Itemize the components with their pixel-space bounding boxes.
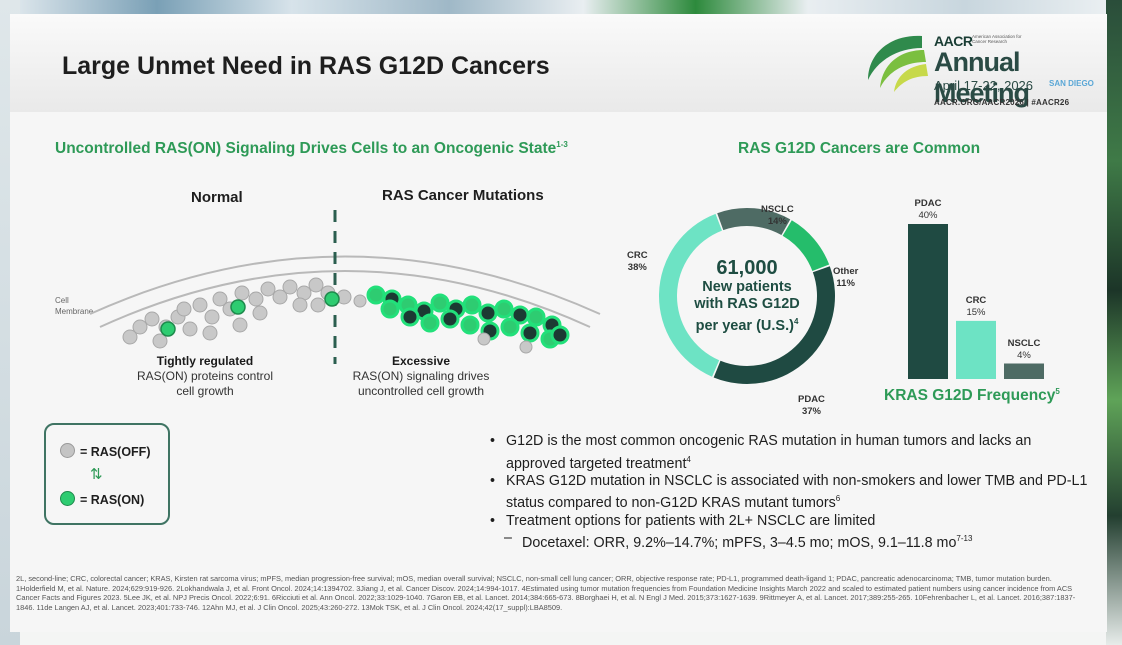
ras-on-protein	[230, 299, 246, 315]
donut-center-text: 61,000 New patients with RAS G12D per ye…	[694, 257, 800, 334]
meeting-city: SAN DIEGO	[1049, 79, 1094, 88]
ras-on-protein	[380, 299, 400, 319]
ras-on-protein	[324, 291, 340, 307]
bullet-item: G12D is the most common oncogenic RAS mu…	[490, 433, 1090, 473]
background-right-edge	[1106, 0, 1122, 645]
left-section-heading: Uncontrolled RAS(ON) Signaling Drives Ce…	[55, 140, 568, 158]
bar-crc	[956, 320, 996, 379]
mutation-label: RAS Cancer Mutations	[382, 187, 544, 204]
donut-slice-other	[782, 220, 830, 271]
ras-on-protein	[550, 325, 570, 345]
ras-off-protein	[122, 329, 138, 345]
aacr-brand: AACR	[934, 33, 973, 49]
ras-off-protein	[310, 297, 326, 313]
ras-on-protein	[462, 295, 482, 315]
key-points-list: G12D is the most common oncogenic RAS mu…	[490, 433, 1090, 552]
ras-off-dot-icon	[60, 443, 75, 458]
aacr-swoosh-icon	[868, 35, 928, 92]
sub-bullet-item: Docetaxel: ORR, 9.2%–14.7%; mPFS, 3–4.5 …	[490, 530, 1090, 552]
ras-legend: = RAS(OFF) ⇅ = RAS(ON)	[44, 423, 170, 525]
ras-off-protein	[353, 294, 367, 308]
bar-label-crc: CRC 15%	[965, 294, 987, 318]
bullet-item: Treatment options for patients with 2L+ …	[490, 513, 1090, 531]
ras-on-protein	[430, 293, 450, 313]
ras-on-protein	[526, 307, 546, 327]
ras-on-dot-icon	[60, 491, 75, 506]
ras-off-protein	[308, 277, 324, 293]
ras-off-protein	[292, 297, 308, 313]
ras-off-protein	[132, 319, 148, 335]
ras-on-protein	[440, 309, 460, 329]
slide-header	[10, 14, 1107, 112]
ras-on-protein	[478, 303, 498, 323]
ras-off-protein	[232, 317, 248, 333]
ras-on-protein	[494, 299, 514, 319]
meeting-name: Annual Meeting	[934, 47, 1030, 108]
membrane-inner-line	[99, 270, 591, 328]
membrane-label: Cell Membrane	[55, 296, 94, 316]
normal-label: Normal	[191, 189, 243, 206]
ras-off-protein	[248, 291, 264, 307]
membrane-outer-line	[89, 255, 601, 315]
slide-title: Large Unmet Need in RAS G12D Cancers	[62, 52, 550, 80]
meeting-dates: April 17-22, 2026	[934, 78, 1034, 93]
slice-label-other: Other 11%	[833, 266, 859, 289]
ras-off-protein	[152, 333, 168, 349]
bar-label-nsclc: NSCLC 4%	[1007, 337, 1041, 361]
ras-off-protein	[477, 332, 491, 346]
ras-off-protein	[176, 301, 192, 317]
ras-off-protein	[260, 281, 276, 297]
donut-slice-crc	[659, 213, 722, 377]
slice-label-nsclc: NSCLC 14%	[761, 204, 794, 227]
ras-on-protein	[520, 323, 540, 343]
donut-slice-nsclc	[717, 208, 791, 236]
slice-label-pdac: PDAC 37%	[798, 394, 825, 417]
cell-membrane-diagram	[89, 209, 601, 364]
ras-on-protein	[160, 321, 176, 337]
ras-off-protein	[212, 291, 228, 307]
aacr-brand-sub: American Association for Cancer Research	[972, 34, 1022, 44]
swap-arrows-icon: ⇅	[90, 466, 103, 483]
bar-nsclc	[1004, 363, 1044, 379]
mutation-caption: Excessive RAS(ON) signaling drives uncon…	[352, 354, 490, 398]
conference-logo: AACR American Association for Cancer Res…	[862, 22, 1102, 112]
footnote-references: 2L, second-line; CRC, colorectal cancer;…	[16, 574, 1076, 612]
ras-on-protein	[400, 307, 420, 327]
ras-off-protein	[252, 305, 268, 321]
presentation-slide: Large Unmet Need in RAS G12D Cancers AAC…	[10, 14, 1107, 632]
legend-off-row: = RAS(OFF)	[60, 443, 150, 459]
slice-label-crc: CRC 38%	[627, 250, 648, 273]
ras-off-protein	[144, 311, 160, 327]
bullet-item: KRAS G12D mutation in NSCLC is associate…	[490, 473, 1090, 513]
ras-on-protein	[420, 313, 440, 333]
frequency-bar-chart	[908, 224, 1044, 379]
meeting-url: AACR.ORG/AACR2026 | #AACR26	[934, 98, 1070, 107]
ras-on-protein	[460, 315, 480, 335]
ras-on-protein	[366, 285, 386, 305]
ras-off-protein	[519, 340, 533, 354]
bar-label-pdac: PDAC 40%	[914, 198, 942, 221]
donut-slice-pdac	[713, 266, 835, 384]
normal-caption: Tightly regulated RAS(ON) proteins contr…	[136, 354, 274, 398]
frequency-title: KRAS G12D Frequency5	[884, 387, 1060, 405]
ras-off-protein	[202, 325, 218, 341]
ras-off-protein	[234, 285, 250, 301]
donut-chart	[659, 208, 835, 384]
ras-off-protein	[204, 309, 220, 325]
legend-on-row: = RAS(ON)	[60, 491, 144, 507]
ras-off-protein	[272, 289, 288, 305]
bar-pdac	[908, 224, 948, 379]
ras-on-protein	[500, 317, 520, 337]
right-section-heading: RAS G12D Cancers are Common	[738, 140, 981, 157]
ras-off-protein	[282, 279, 298, 295]
ras-off-protein	[182, 321, 198, 337]
ras-off-protein	[192, 297, 208, 313]
